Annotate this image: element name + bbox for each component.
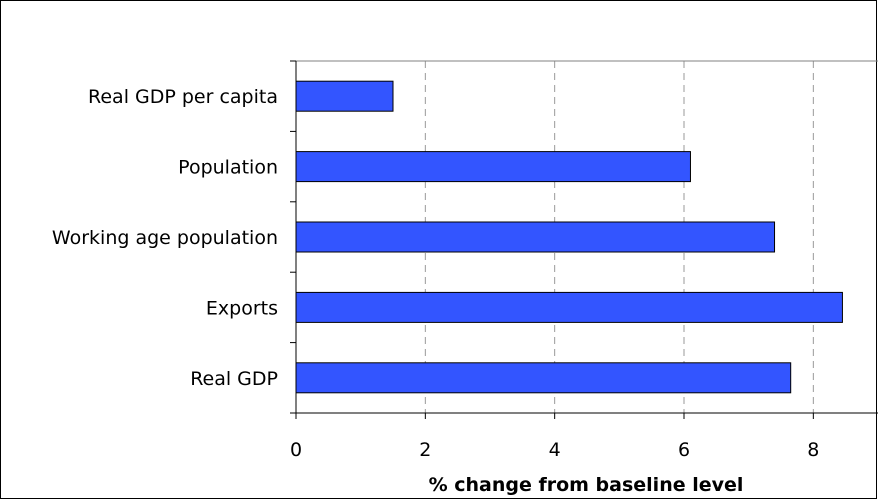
x-tick-label-2: 2 xyxy=(419,439,431,461)
bar-3 xyxy=(295,291,843,323)
bar-0 xyxy=(295,80,394,112)
bar-2 xyxy=(295,221,776,253)
x-tick-label-0: 0 xyxy=(290,439,302,461)
x-tick-label-4: 4 xyxy=(549,439,561,461)
bar-4 xyxy=(295,362,792,394)
x-tick-label-6: 6 xyxy=(678,439,690,461)
category-label-0: Real GDP per capita xyxy=(88,86,278,108)
x-axis-title: % change from baseline level xyxy=(429,474,744,496)
category-label-3: Exports xyxy=(206,297,278,319)
gridlines xyxy=(424,61,814,413)
bar-1 xyxy=(295,151,691,183)
category-labels: Real GDP per capita Population Working age… xyxy=(52,86,278,390)
category-label-1: Population xyxy=(178,157,278,179)
x-tick-label-8: 8 xyxy=(807,439,819,461)
bars xyxy=(295,80,843,394)
category-label-2: Working age population xyxy=(52,227,278,249)
category-label-4: Real GDP xyxy=(190,368,278,390)
x-tick-labels: 0 2 4 6 8 xyxy=(290,439,819,461)
axes xyxy=(290,60,878,419)
